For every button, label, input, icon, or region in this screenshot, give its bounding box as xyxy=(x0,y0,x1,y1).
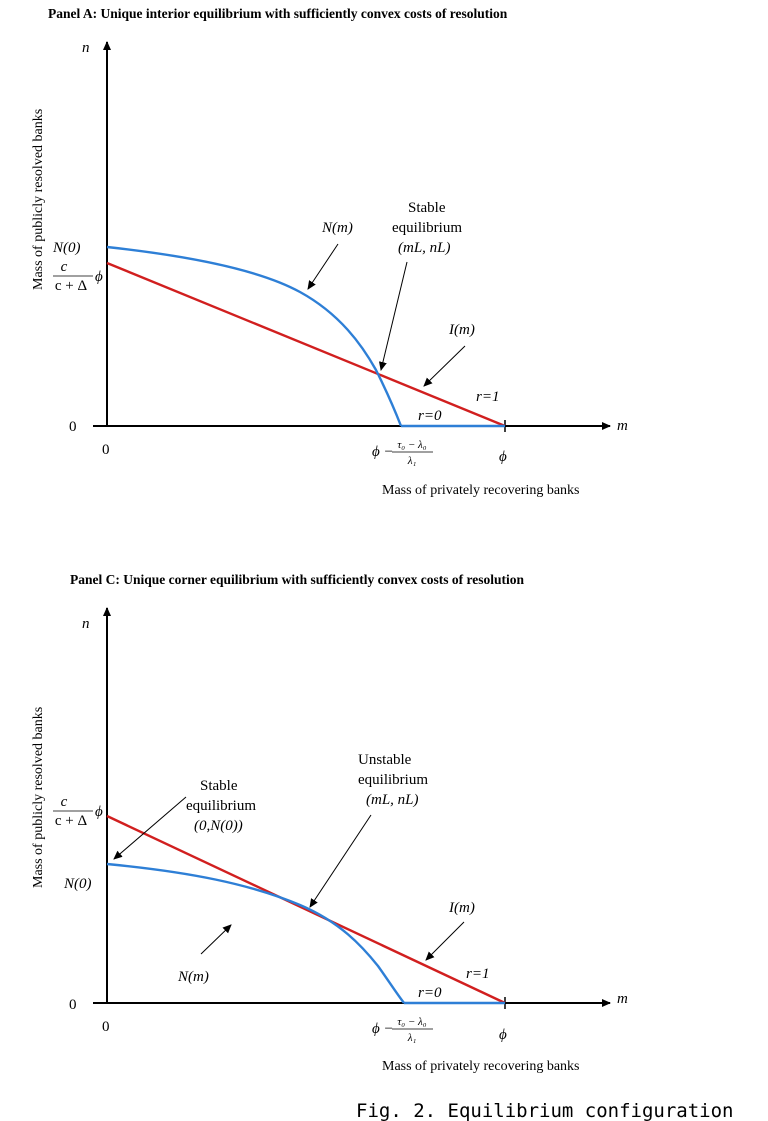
panel-a-Im-arrow xyxy=(423,345,466,387)
panel-a-frac-num: c xyxy=(61,259,68,275)
panel-a-n0-label: N(0) xyxy=(52,240,81,256)
panel-c-tick-phi-minus: ϕ − xyxy=(372,1021,394,1037)
panel-c-unstable-l2: equilibrium xyxy=(358,772,428,788)
panel-c-zero-y: 0 xyxy=(69,997,77,1013)
panel-c-frac-den: c + Δ xyxy=(55,813,88,829)
panel-a-stable-l1: Stable xyxy=(408,200,446,216)
panel-c-tick-num: τ₀ − λ₀ xyxy=(397,1016,426,1028)
panel-c-stable-arrow xyxy=(113,796,187,860)
panel-c-title: Panel C: Unique corner equilibrium with … xyxy=(70,572,524,587)
panel-a-n-var: n xyxy=(82,40,90,56)
panel-a-Im-label: I(m) xyxy=(448,322,475,338)
panel-a-Nm-arrow xyxy=(307,243,339,290)
panel-a: Panel A: Unique interior equilibrium wit… xyxy=(31,6,628,498)
panel-a-tick-num: τ₀ − λ₀ xyxy=(397,439,426,451)
panel-a-m-var: m xyxy=(617,418,628,434)
panel-a-Nm-label: N(m) xyxy=(321,220,353,236)
panel-a-zero-y: 0 xyxy=(69,419,77,435)
panel-c-y-label: Mass of publicly resolved banks xyxy=(31,707,46,888)
panel-a-zero-x: 0 xyxy=(102,442,110,458)
panel-a-stable-arrow xyxy=(378,261,408,371)
panel-c-stable-l3: (0,N(0)) xyxy=(194,818,243,834)
panel-c-r0-label: r=0 xyxy=(418,985,442,1001)
panel-c-N-curve xyxy=(106,862,405,1004)
panel-c-x-label: Mass of privately recovering banks xyxy=(382,1059,580,1074)
panel-c-Nm-label: N(m) xyxy=(177,969,209,985)
panel-c-unstable-l3: (mL, nL) xyxy=(366,792,419,808)
panel-c-frac-phi: ϕ xyxy=(95,804,103,820)
panel-c-n0-label: N(0) xyxy=(63,876,92,892)
panel-c-r1-label: r=1 xyxy=(466,966,489,982)
panel-a-stable-l3: (mL, nL) xyxy=(398,240,451,256)
panel-c-m-var: m xyxy=(617,991,628,1007)
panel-a-r0-label: r=0 xyxy=(418,408,442,424)
panel-c-Im-arrow xyxy=(425,921,465,961)
panel-a-incentive-line xyxy=(106,261,506,428)
panel-a-x-label: Mass of privately recovering banks xyxy=(382,483,580,498)
panel-a-frac-phi: ϕ xyxy=(95,269,103,285)
panel-a-tick-den: λ₁ xyxy=(407,455,417,467)
panel-a-N-curve xyxy=(106,245,403,427)
panel-c-stable-l1: Stable xyxy=(200,778,238,794)
panel-c-n-var: n xyxy=(82,616,90,632)
panel-c-unstable-arrow xyxy=(309,814,372,908)
panel-c-unstable-l1: Unstable xyxy=(358,752,412,768)
panel-c-stable-l2: equilibrium xyxy=(186,798,256,814)
panel-a-tick-phi-minus: ϕ − xyxy=(372,444,394,460)
panel-c-Im-label: I(m) xyxy=(448,900,475,916)
panel-c-frac-num: c xyxy=(61,794,68,810)
panel-a-frac-den: c + Δ xyxy=(55,278,88,294)
panel-a-y-label: Mass of publicly resolved banks xyxy=(31,109,46,290)
panel-c: Panel C: Unique corner equilibrium with … xyxy=(31,572,628,1074)
panel-a-stable-l2: equilibrium xyxy=(392,220,462,236)
panel-c-zero-x: 0 xyxy=(102,1019,110,1035)
panel-c-tick-phi: ϕ xyxy=(499,1027,507,1043)
panel-c-tick-den: λ₁ xyxy=(407,1032,417,1044)
figure-caption: Fig. 2. Equilibrium configuration xyxy=(356,1100,734,1121)
panel-a-title: Panel A: Unique interior equilibrium wit… xyxy=(48,6,508,21)
panel-c-Nm-arrow xyxy=(200,924,232,955)
panel-a-r1-label: r=1 xyxy=(476,389,499,405)
panel-a-tick-phi: ϕ xyxy=(499,449,507,465)
panel-c-incentive-line xyxy=(106,814,506,1005)
